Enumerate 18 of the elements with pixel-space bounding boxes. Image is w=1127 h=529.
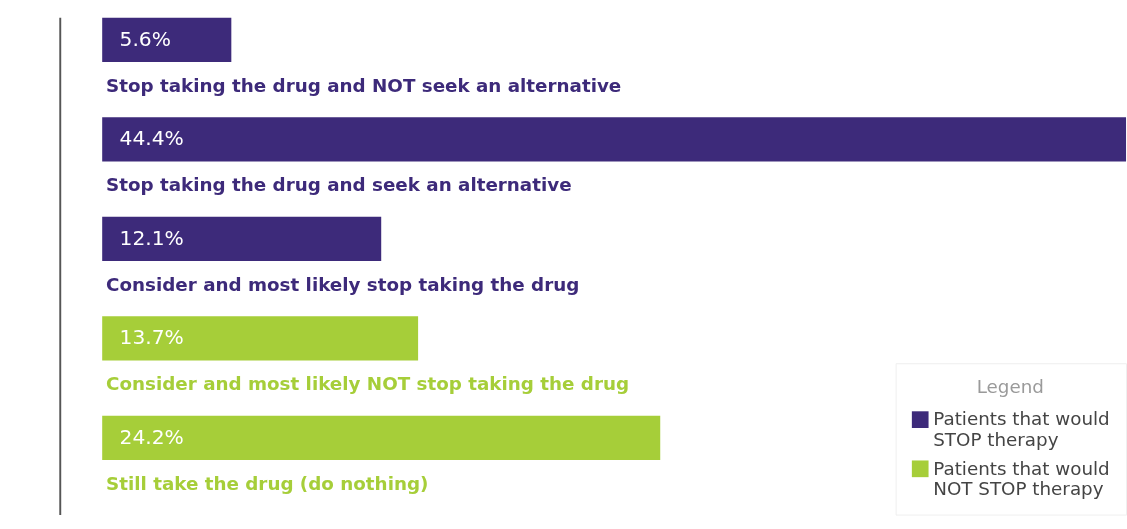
data-label: 5.6% — [119, 26, 171, 51]
bar — [102, 17, 232, 63]
y-tick-label: Stop taking the drug and NOT seek an alternative — [106, 74, 622, 96]
legend-label: Patients that would NOT STOP therapy — [933, 457, 1110, 499]
data-label: 24.2% — [119, 424, 184, 449]
data-label: 12.1% — [119, 225, 184, 250]
bar — [102, 216, 382, 262]
bar — [102, 415, 661, 461]
legend-label: Patients that would STOP therapy — [933, 408, 1110, 450]
y-tick-label: Still take the drug (do nothing) — [106, 472, 429, 494]
y-tick-label: Consider and most likely stop taking the drug — [106, 273, 580, 295]
data-label: 44.4% — [119, 126, 184, 151]
bar — [102, 316, 419, 361]
y-tick-label: Consider and most likely NOT stop taking the drug — [106, 373, 630, 395]
y-tick-label: Stop taking the drug and seek an alternative — [106, 174, 572, 196]
legend-title: Legend — [976, 376, 1044, 398]
bar — [102, 117, 1127, 162]
data-label: 13.7% — [119, 325, 184, 350]
